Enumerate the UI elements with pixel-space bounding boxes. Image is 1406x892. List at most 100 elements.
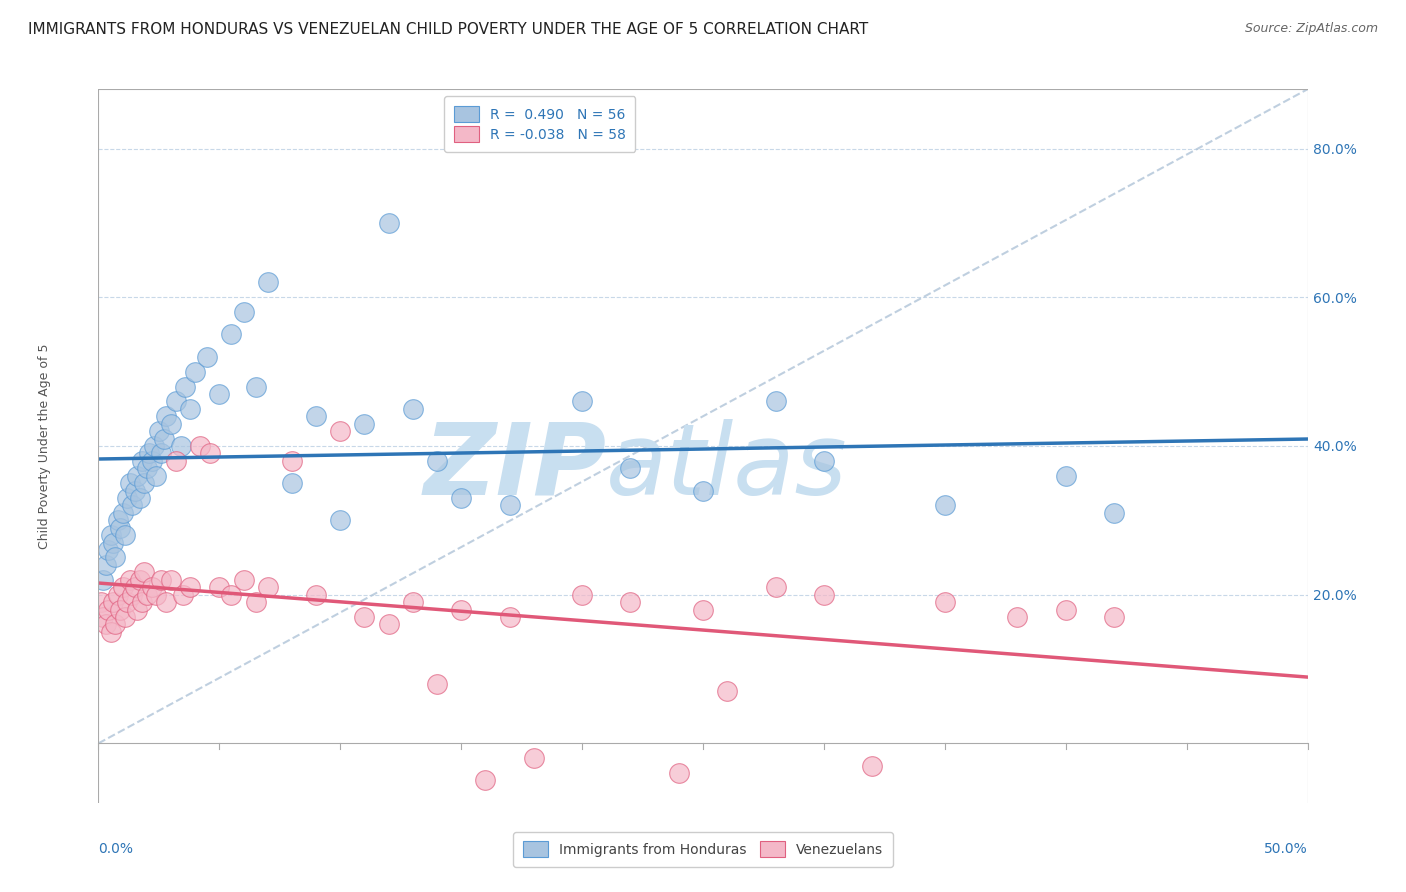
Point <box>131 454 153 468</box>
Point <box>104 617 127 632</box>
Point <box>256 276 278 290</box>
Point <box>450 602 472 616</box>
Point <box>165 394 187 409</box>
Point <box>145 468 167 483</box>
Point <box>150 446 173 460</box>
Point <box>101 535 124 549</box>
Point <box>100 528 122 542</box>
Point <box>155 409 177 424</box>
Point <box>108 602 131 616</box>
Text: 0.0%: 0.0% <box>98 842 134 856</box>
Point <box>619 595 641 609</box>
Point <box>256 580 278 594</box>
Point <box>111 506 134 520</box>
Point <box>1007 610 1029 624</box>
Point <box>155 595 177 609</box>
Point <box>117 595 139 609</box>
Point <box>329 424 352 438</box>
Point <box>150 573 173 587</box>
Point <box>121 588 143 602</box>
Point <box>765 394 787 409</box>
Point <box>108 521 131 535</box>
Point <box>111 580 134 594</box>
Point <box>152 432 174 446</box>
Point <box>245 379 267 393</box>
Point <box>114 528 136 542</box>
Point <box>1054 468 1077 483</box>
Point <box>179 580 201 594</box>
Point <box>450 491 472 505</box>
Point <box>135 461 157 475</box>
Text: IMMIGRANTS FROM HONDURAS VS VENEZUELAN CHILD POVERTY UNDER THE AGE OF 5 CORRELAT: IMMIGRANTS FROM HONDURAS VS VENEZUELAN C… <box>28 22 869 37</box>
Point <box>97 602 120 616</box>
Point <box>141 454 163 468</box>
Point <box>498 610 520 624</box>
Point <box>141 580 163 594</box>
Point <box>127 602 149 616</box>
Point <box>377 617 399 632</box>
Point <box>221 588 243 602</box>
Point <box>134 476 156 491</box>
Point <box>195 350 218 364</box>
Text: atlas: atlas <box>606 419 848 516</box>
Point <box>402 595 425 609</box>
Point <box>619 461 641 475</box>
Point <box>94 617 117 632</box>
Point <box>128 573 150 587</box>
Point <box>692 483 714 498</box>
Point <box>118 476 141 491</box>
Legend: Immigrants from Honduras, Venezuelans: Immigrants from Honduras, Venezuelans <box>513 831 893 867</box>
Point <box>860 758 883 772</box>
Point <box>474 773 496 788</box>
Point <box>232 305 254 319</box>
Point <box>169 439 191 453</box>
Point <box>1102 610 1125 624</box>
Point <box>208 387 231 401</box>
Point <box>188 439 211 453</box>
Point <box>91 573 114 587</box>
Point <box>692 602 714 616</box>
Point <box>174 379 197 393</box>
Point <box>353 610 375 624</box>
Point <box>934 499 956 513</box>
Point <box>402 401 425 416</box>
Point <box>100 624 122 639</box>
Point <box>1102 506 1125 520</box>
Point <box>221 327 243 342</box>
Point <box>571 588 593 602</box>
Point <box>104 550 127 565</box>
Point <box>131 595 153 609</box>
Point <box>145 588 167 602</box>
Point <box>128 491 150 505</box>
Point <box>1054 602 1077 616</box>
Point <box>118 573 141 587</box>
Point <box>101 595 124 609</box>
Point <box>281 454 304 468</box>
Point <box>138 446 160 460</box>
Point <box>121 499 143 513</box>
Point <box>329 513 352 527</box>
Point <box>124 483 146 498</box>
Point <box>281 476 304 491</box>
Point <box>107 588 129 602</box>
Point <box>523 751 546 765</box>
Point <box>426 454 449 468</box>
Point <box>716 684 738 698</box>
Point <box>305 409 328 424</box>
Point <box>765 580 787 594</box>
Text: Child Poverty Under the Age of 5: Child Poverty Under the Age of 5 <box>38 343 51 549</box>
Point <box>90 595 112 609</box>
Point <box>668 766 690 780</box>
Point <box>172 588 194 602</box>
Point <box>208 580 231 594</box>
Point <box>813 588 835 602</box>
Text: ZIP: ZIP <box>423 419 606 516</box>
Point <box>232 573 254 587</box>
Point <box>377 216 399 230</box>
Point <box>117 491 139 505</box>
Point <box>134 566 156 580</box>
Point <box>94 558 117 572</box>
Text: 50.0%: 50.0% <box>1264 842 1308 856</box>
Point <box>305 588 328 602</box>
Point <box>813 454 835 468</box>
